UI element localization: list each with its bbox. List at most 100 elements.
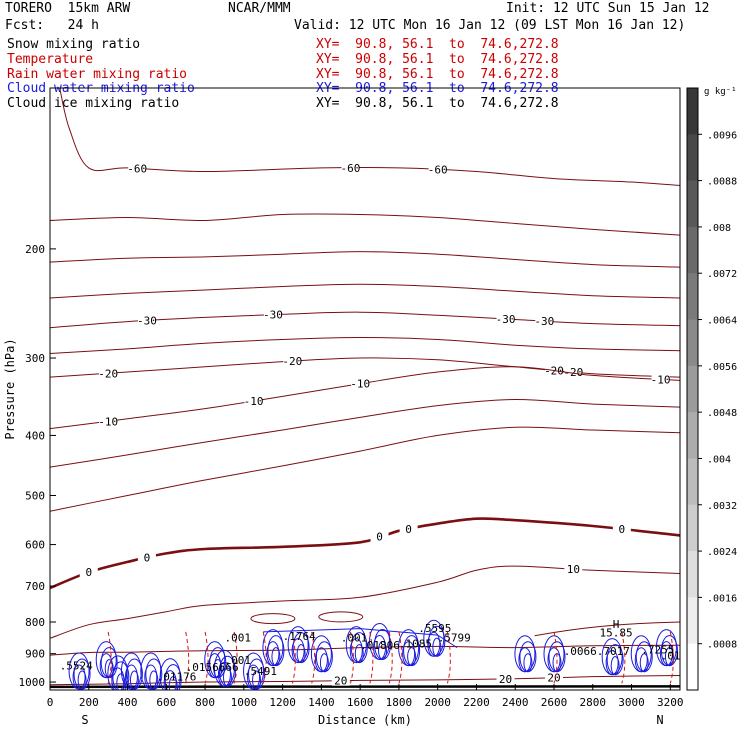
isotherm-label-bg xyxy=(351,377,370,389)
cloud-water-contour xyxy=(605,650,619,676)
isotherm-label: -30 xyxy=(137,315,157,328)
x-tick-label: 400 xyxy=(118,696,138,709)
colorbar-segment xyxy=(687,643,698,691)
center-title: NCAR/MMM xyxy=(228,1,291,16)
isotherm-line-minus10 xyxy=(50,366,680,430)
max-value-label: 15.85 xyxy=(599,627,632,640)
cloud-water-contour xyxy=(432,637,442,657)
cloud-water-contour xyxy=(378,640,388,660)
colorbar-tick-label: .0016 xyxy=(707,593,737,604)
cloud-water-contour xyxy=(72,664,86,690)
cloud-water-contour xyxy=(547,647,561,673)
colorbar-tick-label: .0048 xyxy=(707,408,737,419)
rain-water-contour xyxy=(107,631,112,684)
colorbar-segment xyxy=(687,180,698,228)
x-tick-label: 800 xyxy=(195,696,215,709)
x-tick-label: 2800 xyxy=(580,696,607,709)
isotherm-label: -10 xyxy=(350,378,370,391)
cloud-contour-label: .01176 xyxy=(157,671,197,684)
isotherm-label: 0 xyxy=(619,523,626,536)
cloud-water-contour xyxy=(247,664,261,690)
colorbar-tick-label: .008 xyxy=(707,223,731,234)
max-marker-label: H xyxy=(613,618,620,631)
colorbar-segment xyxy=(687,319,698,367)
isotherm-label: -20 xyxy=(282,355,302,368)
isotherm-label-bg xyxy=(496,672,515,684)
isotherm-line xyxy=(50,398,680,468)
colorbar-segment xyxy=(687,504,698,552)
cloud-contour-label: .5491 xyxy=(244,665,277,678)
cloud-water-contour xyxy=(149,670,159,690)
colorbar-tick-label: .0096 xyxy=(707,130,737,141)
y-tick-label: 200 xyxy=(25,243,45,256)
x-tick-label: 3000 xyxy=(618,696,645,709)
isotherm-label: 20 xyxy=(334,675,347,688)
isotherm-label-bg xyxy=(137,551,156,563)
colorbar-tick-label: .0008 xyxy=(707,640,737,651)
cloud-contour-label: .1764 xyxy=(283,630,316,643)
colorbar-tick-label: .0088 xyxy=(707,177,737,188)
isotherm-label: -30 xyxy=(496,313,516,326)
rain-water-contour xyxy=(553,631,558,684)
isotherm-label-bg xyxy=(428,163,447,175)
cloud-contour-label: .01806 xyxy=(360,639,400,652)
cloud-contour-label: .7255 xyxy=(641,644,674,657)
colorbar-segment xyxy=(687,226,698,274)
isotherm-label-bg xyxy=(99,415,118,427)
cloud-water-contour xyxy=(124,664,138,690)
cloud-water-contour xyxy=(296,644,306,664)
valid-time: Valid: 12 UTC Mon 16 Jan 12 (09 LST Mon … xyxy=(294,18,686,33)
x-tick-label: 1000 xyxy=(231,696,258,709)
cloud-water-contour xyxy=(610,656,620,676)
isotherm-line xyxy=(50,213,680,236)
cloud-water-contour xyxy=(319,653,329,673)
forecast-hour: Fcst: 24 h xyxy=(5,18,99,33)
colorbar-segment xyxy=(687,273,698,321)
x-tick-label: 200 xyxy=(79,696,99,709)
plot-frame xyxy=(49,87,681,691)
cloud-contour-label: .0156666 xyxy=(186,661,239,674)
cloud-water-contour xyxy=(315,641,333,673)
isotherm-label: -60 xyxy=(127,162,147,175)
cloud-water-contour xyxy=(659,641,673,667)
isotherm-label: -30 xyxy=(263,309,283,322)
ground-surface-line xyxy=(50,685,680,689)
rain-water-contour xyxy=(204,631,209,684)
isotherm-label-bg xyxy=(79,566,98,578)
colorbar-segment xyxy=(687,365,698,413)
x-tick-label: 1600 xyxy=(347,696,374,709)
isotherm-label-bg xyxy=(370,530,389,542)
cloud-water-contour xyxy=(314,647,328,673)
init-time: Init: 12 UTC Sun 15 Jan 12 xyxy=(506,1,710,16)
isotherm-label: 10 xyxy=(567,563,580,576)
isotherm-label: -20 xyxy=(563,366,583,379)
colorbar-tick-label: .0064 xyxy=(707,316,737,327)
colorbar-unit: g kg⁻¹ xyxy=(704,87,737,97)
cloud-contour-label: .5595 xyxy=(418,622,451,635)
model-title: TORERO 15km ARW xyxy=(5,1,131,16)
isotherm-label: 0 xyxy=(144,552,151,565)
cloud-contour-label: .001 xyxy=(224,654,251,667)
cloud-water-contour xyxy=(107,655,129,690)
y-tick-label: 900 xyxy=(25,648,45,661)
cloud-water-contour xyxy=(407,647,417,667)
isotherm-label-bg xyxy=(545,671,563,683)
y-axis-label: Pressure (hPa) xyxy=(3,338,17,439)
cloud-contour-label: .1085 xyxy=(399,638,432,651)
field-rain-label: Rain water mixing ratio xyxy=(7,67,188,82)
y-tick-label: 800 xyxy=(25,616,45,629)
rain-water-contour xyxy=(669,631,674,684)
isotherm-label: -60 xyxy=(341,162,361,175)
colorbar-tick-label: .004 xyxy=(707,454,731,465)
cloud-water-contour xyxy=(373,634,387,660)
isotherm-closed-contour xyxy=(250,613,296,625)
cloud-water-contour xyxy=(168,676,178,690)
y-tick-label: 400 xyxy=(25,429,45,442)
cloud-water-contour xyxy=(349,638,363,664)
cloud-water-contour xyxy=(116,673,126,690)
isotherm-label-bg xyxy=(651,373,670,385)
x-tick-label: 2200 xyxy=(463,696,490,709)
isotherm-label-bg xyxy=(244,395,263,407)
x-tick-label: 0 xyxy=(47,696,54,709)
x-tick-label: 2000 xyxy=(424,696,451,709)
